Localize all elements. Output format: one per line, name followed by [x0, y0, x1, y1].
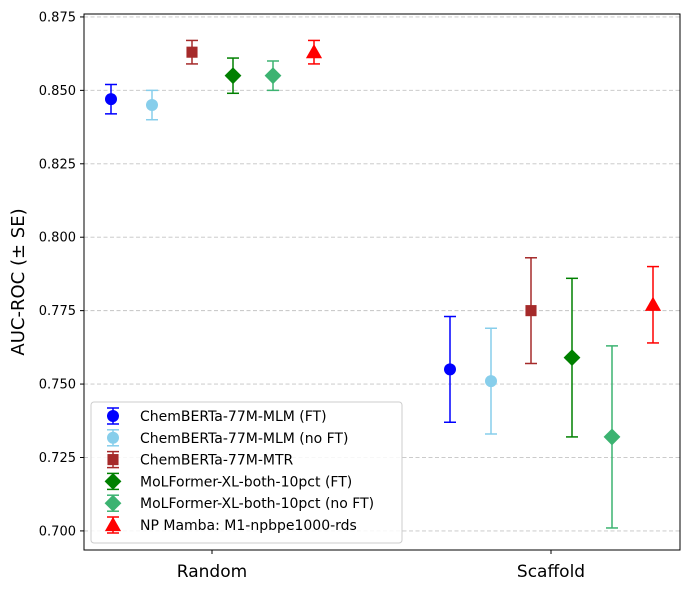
axis-layer: 0.700 0.725 0.750 0.775 0.800 0.825 0.850 0.875… [39, 10, 585, 582]
data-point [264, 67, 282, 85]
y-tick-label: 0.750 [39, 378, 76, 393]
y-tick-label: 0.775 [39, 304, 76, 319]
y-tick-label: 0.850 [39, 84, 76, 99]
y-tick-label: 0.875 [39, 10, 76, 25]
data-point-group [485, 327, 497, 435]
data-point [444, 363, 456, 376]
data-point [105, 93, 117, 106]
legend-label: NP Mamba: M1-npbpe1000-rds [140, 518, 357, 534]
legend-label: ChemBERTa-77M-MTR [140, 453, 294, 469]
x-tick-label: Scaffold [517, 562, 585, 582]
y-axis-label: AUC-ROC (± SE) [8, 208, 29, 355]
plot-frame [83, 13, 681, 551]
y-tick-label: 0.800 [39, 231, 76, 246]
y-tick-label: 0.725 [39, 451, 76, 466]
legend-item: NP Mamba: M1-npbpe1000-rds [104, 516, 357, 534]
legend-item: MoLFormer-XL-both-10pct (FT) [104, 472, 352, 490]
data-point-group [644, 265, 662, 344]
data-point [305, 44, 323, 59]
data-point [224, 67, 242, 85]
legend-label: MoLFormer-XL-both-10pct (no FT) [140, 496, 374, 512]
data-point [603, 428, 621, 446]
data-point-group [444, 315, 456, 423]
data-point-group [603, 345, 621, 529]
legend-label: ChemBERTa-77M-MLM (FT) [140, 409, 327, 425]
data-point [485, 375, 497, 388]
y-tick-label: 0.700 [39, 524, 76, 539]
data-point [644, 296, 662, 311]
data-point [563, 349, 581, 367]
data-point-group [224, 57, 242, 95]
data-point-group [105, 83, 117, 115]
legend-marker [107, 454, 119, 466]
legend-label: ChemBERTa-77M-MLM (no FT) [140, 431, 348, 447]
legend-marker [104, 494, 122, 512]
legend-marker [104, 516, 122, 532]
legend-marker [104, 473, 122, 490]
data-point-group [264, 60, 282, 92]
data-point [186, 46, 198, 58]
legend-item: ChemBERTa-77M-MTR [107, 450, 294, 469]
legend-item: ChemBERTa-77M-MLM (no FT) [107, 429, 348, 447]
data-point [146, 99, 158, 112]
data-point-group [525, 257, 537, 365]
legend-box [90, 401, 403, 544]
x-tick-label: Random [177, 562, 247, 582]
y-tick-label: 0.825 [39, 157, 76, 172]
legend-marker [107, 431, 119, 444]
data-point [525, 305, 537, 317]
data-point-group [186, 39, 198, 65]
legend-label: MoLFormer-XL-both-10pct (FT) [140, 474, 352, 490]
legend: ChemBERTa-77M-MLM (FT) ChemBERTa-77M-MLM … [90, 401, 403, 544]
data-point-group [146, 89, 158, 121]
data-layer [105, 39, 662, 529]
data-point-group [563, 277, 581, 438]
data-point-group [305, 39, 323, 65]
legend-item: MoLFormer-XL-both-10pct (no FT) [104, 494, 374, 512]
legend-marker [107, 410, 119, 422]
legend-item: ChemBERTa-77M-MLM (FT) [107, 407, 327, 425]
